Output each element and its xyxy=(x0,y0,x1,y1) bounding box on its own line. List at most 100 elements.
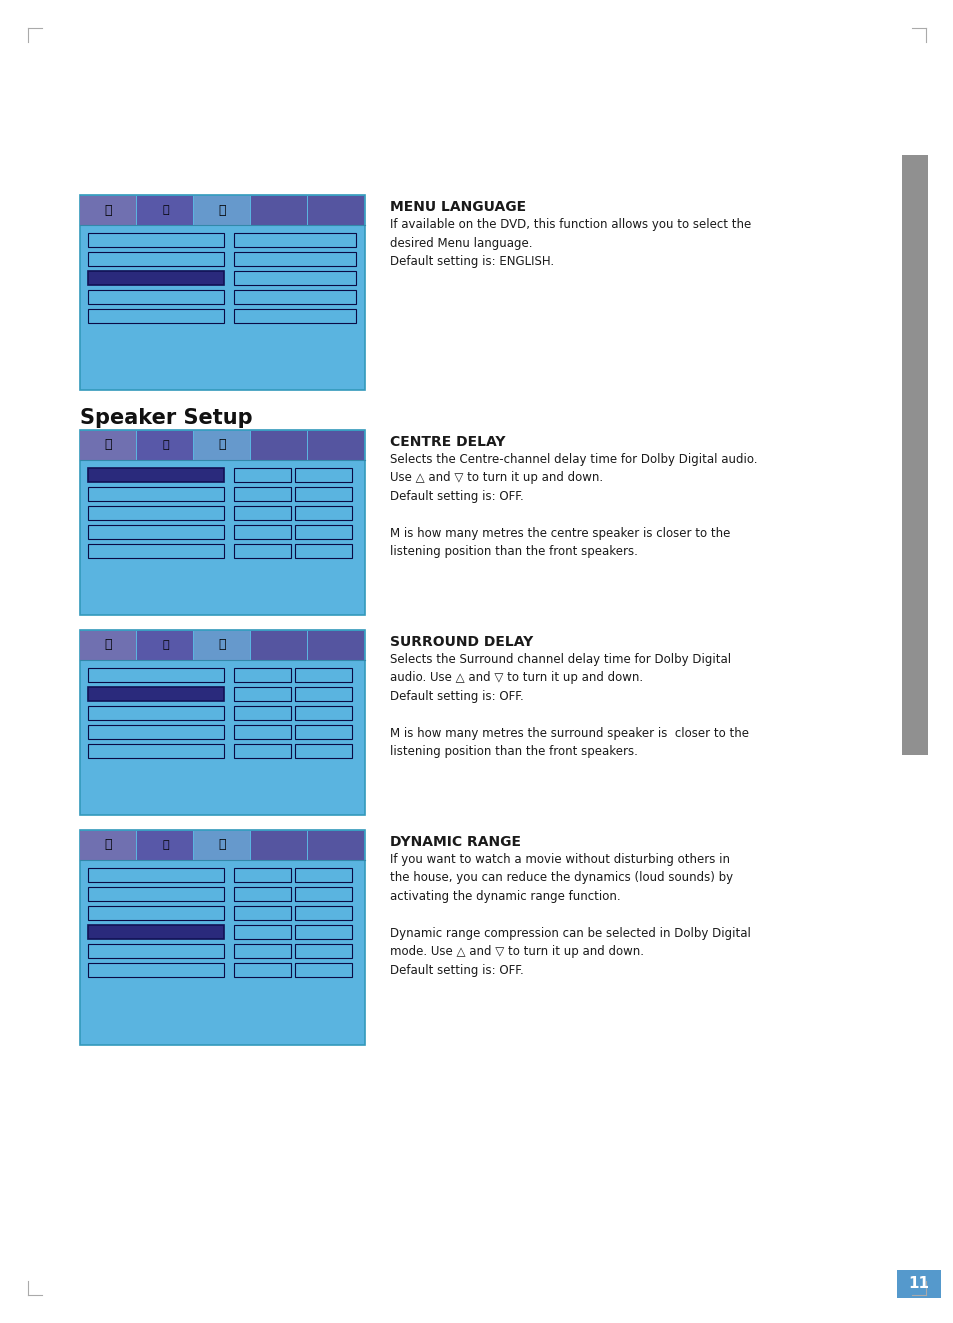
Bar xyxy=(294,886,352,901)
Bar xyxy=(88,544,224,558)
Bar xyxy=(294,945,352,958)
Bar xyxy=(308,831,364,860)
Bar xyxy=(233,963,291,976)
Bar xyxy=(233,868,291,882)
Text: If available on the DVD, this function allows you to select the
desired Menu lan: If available on the DVD, this function a… xyxy=(390,218,750,269)
Text: Selects the Surround channel delay time for Dolby Digital
audio. Use △ and ▽ to : Selects the Surround channel delay time … xyxy=(390,654,748,758)
Bar xyxy=(233,925,291,939)
Text: 11: 11 xyxy=(907,1277,928,1291)
Bar xyxy=(294,706,352,720)
Bar xyxy=(901,155,927,755)
Bar xyxy=(194,831,251,860)
Bar xyxy=(233,233,356,247)
Bar xyxy=(88,668,224,681)
Text: 🌐: 🌐 xyxy=(162,840,169,849)
Bar xyxy=(294,668,352,681)
Bar xyxy=(294,525,352,538)
Bar xyxy=(233,668,291,681)
Bar xyxy=(233,886,291,901)
Bar xyxy=(294,468,352,482)
Bar xyxy=(233,945,291,958)
Bar xyxy=(233,290,356,304)
Bar xyxy=(194,430,251,459)
Text: 🔊: 🔊 xyxy=(218,204,226,217)
Bar xyxy=(88,868,224,882)
Bar xyxy=(88,744,224,758)
Text: SURROUND DELAY: SURROUND DELAY xyxy=(390,635,533,650)
Text: CENTRE DELAY: CENTRE DELAY xyxy=(390,435,505,448)
Bar xyxy=(80,194,365,390)
Text: 🖥: 🖥 xyxy=(105,438,112,451)
Bar xyxy=(137,430,193,459)
Bar xyxy=(80,831,136,860)
Bar xyxy=(137,196,193,225)
Bar xyxy=(252,430,307,459)
Bar xyxy=(308,430,364,459)
Bar xyxy=(88,906,224,919)
Text: Speaker Setup: Speaker Setup xyxy=(80,407,253,429)
Bar xyxy=(233,525,291,538)
Text: 🌐: 🌐 xyxy=(162,441,169,450)
Text: 🔊: 🔊 xyxy=(218,438,226,451)
Bar xyxy=(233,744,291,758)
Bar xyxy=(80,196,136,225)
Bar xyxy=(88,290,224,304)
Bar xyxy=(88,468,224,482)
Bar xyxy=(294,505,352,520)
Bar xyxy=(252,831,307,860)
Bar xyxy=(88,945,224,958)
Bar xyxy=(233,687,291,701)
Text: MENU LANGUAGE: MENU LANGUAGE xyxy=(390,200,525,214)
Bar xyxy=(80,630,365,815)
Bar xyxy=(88,310,224,323)
Bar xyxy=(233,706,291,720)
Bar xyxy=(80,430,365,615)
Bar xyxy=(80,631,136,659)
Bar xyxy=(294,725,352,740)
Bar xyxy=(80,830,365,1045)
Text: 🖥: 🖥 xyxy=(105,204,112,217)
Bar xyxy=(294,687,352,701)
Text: 🔊: 🔊 xyxy=(218,839,226,852)
Bar xyxy=(88,251,224,266)
Bar xyxy=(233,468,291,482)
Bar xyxy=(294,925,352,939)
Bar xyxy=(233,251,356,266)
Bar xyxy=(294,744,352,758)
Bar xyxy=(88,687,224,701)
Bar xyxy=(88,706,224,720)
Bar xyxy=(88,963,224,976)
Bar xyxy=(233,271,356,284)
Text: DYNAMIC RANGE: DYNAMIC RANGE xyxy=(390,835,520,849)
Bar xyxy=(294,963,352,976)
Bar xyxy=(252,631,307,659)
Bar xyxy=(137,831,193,860)
Bar xyxy=(896,1270,940,1298)
Bar xyxy=(88,925,224,939)
Bar xyxy=(137,631,193,659)
Bar xyxy=(88,271,224,284)
Bar xyxy=(88,505,224,520)
Bar xyxy=(194,196,251,225)
Bar xyxy=(233,310,356,323)
Bar xyxy=(194,631,251,659)
Text: If you want to watch a movie without disturbing others in
the house, you can red: If you want to watch a movie without dis… xyxy=(390,853,750,976)
Text: 🌐: 🌐 xyxy=(162,205,169,216)
Bar xyxy=(233,906,291,919)
Bar xyxy=(308,196,364,225)
Text: Selects the Centre-channel delay time for Dolby Digital audio.
Use △ and ▽ to tu: Selects the Centre-channel delay time fo… xyxy=(390,452,757,558)
Bar xyxy=(233,487,291,501)
Bar xyxy=(88,487,224,501)
Bar xyxy=(80,430,136,459)
Bar xyxy=(233,505,291,520)
Text: 🖥: 🖥 xyxy=(105,839,112,852)
Bar xyxy=(233,725,291,740)
Text: 🌐: 🌐 xyxy=(162,640,169,650)
Bar xyxy=(88,233,224,247)
Bar xyxy=(294,487,352,501)
Bar xyxy=(294,906,352,919)
Bar xyxy=(88,725,224,740)
Bar xyxy=(294,544,352,558)
Bar xyxy=(88,525,224,538)
Bar xyxy=(308,631,364,659)
